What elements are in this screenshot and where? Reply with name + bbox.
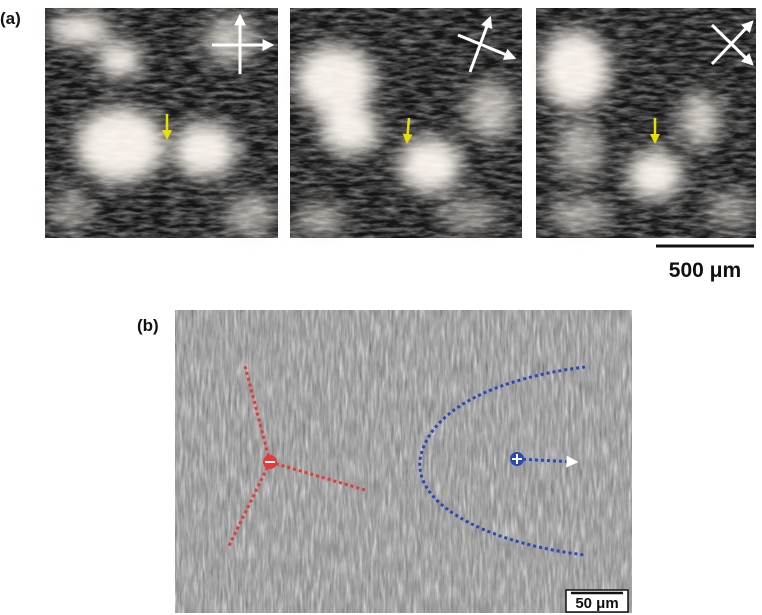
scale-bar-label: 500 μm	[669, 259, 741, 282]
micrograph	[536, 8, 756, 238]
sem-texture	[175, 310, 632, 613]
figure: (a)	[0, 0, 762, 615]
micrograph	[45, 8, 278, 238]
scale-bar-label: 50 μm	[575, 595, 618, 612]
body: (a)	[0, 0, 762, 615]
panel-label: (b)	[137, 316, 159, 335]
page: Figure {"panel_a": {"label": "(a)", "sca…	[0, 0, 762, 615]
sem-image: 50 μm	[175, 310, 632, 613]
texture	[536, 8, 756, 238]
panel-label: (a)	[0, 9, 21, 28]
texture	[290, 8, 522, 238]
texture	[45, 8, 278, 238]
micrograph	[290, 8, 522, 238]
